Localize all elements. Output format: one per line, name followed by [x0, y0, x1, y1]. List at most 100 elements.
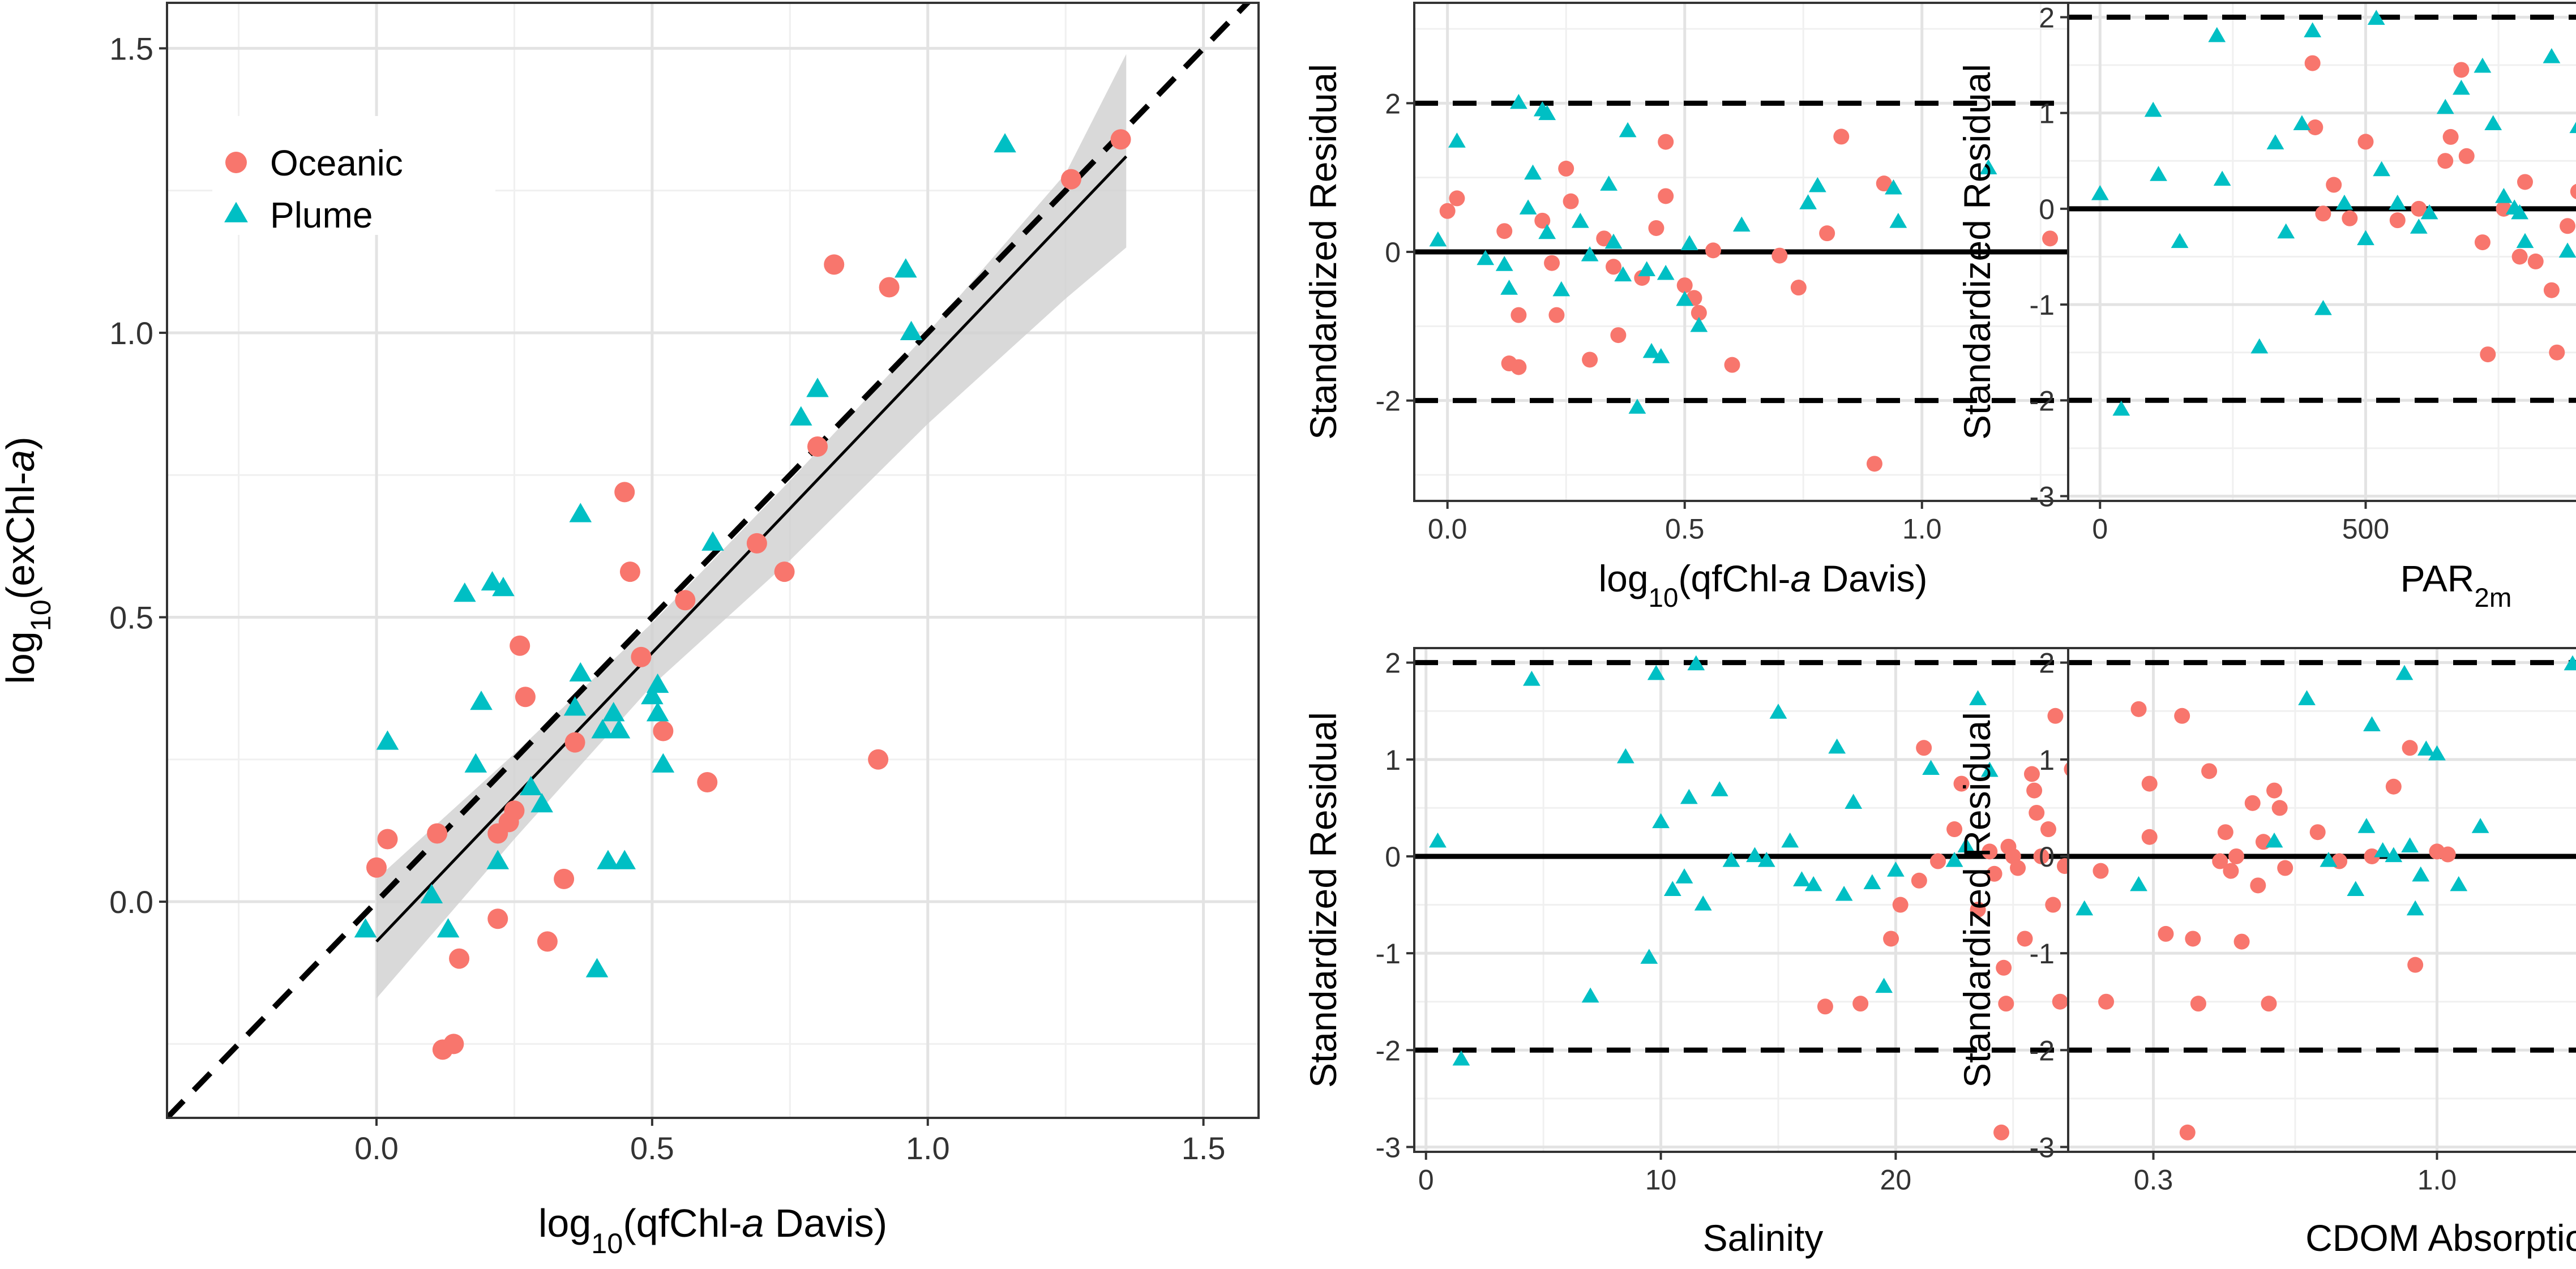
point-oceanic	[2315, 205, 2331, 222]
point-oceanic	[2307, 119, 2323, 135]
point-plume	[2367, 10, 2385, 25]
y-tick-label: -3	[1376, 1131, 1401, 1163]
confidence-band	[376, 54, 1127, 998]
point-plume	[1452, 1050, 1470, 1066]
point-oceanic	[1582, 351, 1598, 368]
panel-border	[166, 2, 1260, 1119]
point-oceanic	[1819, 225, 1835, 242]
point-plume	[2076, 900, 2094, 916]
x-axis-label: CDOM Absorption	[2305, 1217, 2576, 1259]
point-oceanic	[2233, 933, 2250, 950]
point-oceanic	[1496, 223, 1513, 239]
legend: Oceanic Plume	[212, 116, 495, 235]
point-plume	[1619, 122, 1637, 138]
point-plume	[1523, 670, 1541, 686]
x-tick-label: 0.5	[1665, 513, 1705, 545]
point-plume	[1863, 874, 1881, 890]
y-tick-label: -1	[2030, 289, 2055, 321]
y-tick-label: 0	[2039, 841, 2055, 873]
point-plume	[1757, 852, 1775, 867]
point-oceanic	[2158, 925, 2174, 942]
y-tick-label: 1	[2039, 744, 2055, 776]
point-plume	[1694, 895, 1712, 911]
point-plume	[437, 918, 460, 938]
point-plume	[1647, 664, 1665, 680]
point-oceanic	[537, 931, 558, 952]
gridlines	[1414, 648, 2112, 1152]
point-plume	[2130, 876, 2147, 891]
y-tick-label: -2	[2030, 1035, 2055, 1066]
point-plume	[2452, 79, 2470, 95]
point-oceanic	[2023, 766, 2040, 782]
point-plume	[563, 696, 587, 716]
point-oceanic	[2517, 174, 2533, 190]
point-oceanic	[1916, 740, 1932, 756]
point-oceanic	[2271, 800, 2288, 816]
point-plume	[1922, 760, 1940, 775]
point-oceanic	[1510, 359, 1527, 375]
point-oceanic	[2453, 62, 2470, 78]
point-plume	[1640, 949, 1658, 964]
point-plume	[2412, 866, 2430, 882]
point-plume	[1538, 105, 1556, 121]
x-axis-label: log10(qfChl-a Davis)	[538, 1201, 887, 1259]
point-plume	[1495, 256, 1513, 271]
point-plume	[1676, 290, 1694, 306]
point-oceanic	[2437, 153, 2454, 169]
plot-area	[1414, 655, 2112, 1141]
point-oceanic	[1982, 843, 1998, 860]
point-oceanic	[1946, 821, 1963, 838]
point-oceanic	[1771, 247, 1788, 264]
y-tick-label: 0.0	[109, 884, 153, 920]
point-plume	[481, 571, 504, 591]
point-plume	[569, 662, 592, 682]
point-oceanic	[2304, 55, 2321, 71]
point-plume	[1652, 348, 1670, 363]
point-oceanic	[2458, 148, 2475, 164]
point-oceanic	[2010, 860, 2026, 876]
point-oceanic	[1866, 456, 1882, 472]
x-tick-label: 20	[1880, 1164, 1912, 1196]
point-plume	[1690, 316, 1708, 332]
point-plume	[1886, 861, 1905, 877]
point-oceanic	[1852, 996, 1869, 1012]
point-oceanic	[1648, 220, 1664, 236]
point-oceanic	[2029, 804, 2045, 821]
point-plume	[1675, 868, 1693, 884]
point-oceanic	[2217, 824, 2233, 841]
y-tick-label: -2	[1376, 385, 1401, 417]
point-plume	[1652, 813, 1670, 829]
point-oceanic	[2047, 708, 2064, 724]
point-plume	[602, 702, 625, 722]
y-tick-label: 0	[2039, 194, 2055, 225]
y-axis-label: Standardized Residual	[1956, 712, 1998, 1088]
y-tick-label: -1	[2030, 938, 2055, 970]
point-oceanic	[2190, 996, 2206, 1012]
point-oceanic	[2527, 253, 2544, 269]
point-oceanic	[510, 635, 530, 656]
point-oceanic	[2201, 763, 2218, 779]
point-plume	[2357, 230, 2374, 246]
point-plume	[2569, 122, 2576, 134]
point-plume	[2543, 48, 2561, 63]
point-plume	[1845, 794, 1863, 809]
y-tick-label: 2	[2039, 2, 2055, 33]
point-oceanic	[2357, 134, 2374, 150]
panel-resid_qfchl: 0.0 0.5 1.0 -2 0 2 log10(qfChl-a Davis) Standar…	[1302, 2, 2113, 613]
point-plume	[2335, 194, 2354, 210]
point-oceanic	[1606, 259, 1621, 275]
point-plume	[1957, 837, 1975, 852]
panel-main: 0.0 0.5 1.0 1.5 0.0 0.5 1.0 1.5 log10(qfChl-a Da…	[0, 2, 1260, 1259]
point-oceanic	[554, 868, 575, 889]
point-plume	[806, 378, 829, 397]
point-oceanic	[1449, 190, 1465, 207]
point-oceanic	[1986, 865, 2002, 882]
point-oceanic	[614, 482, 635, 503]
point-plume	[1642, 342, 1661, 358]
point-plume	[1885, 179, 1902, 195]
point-plume	[2373, 161, 2391, 177]
y-tick-label: -3	[2030, 1131, 2055, 1163]
point-plume	[2558, 242, 2576, 258]
point-oceanic	[2442, 128, 2459, 145]
